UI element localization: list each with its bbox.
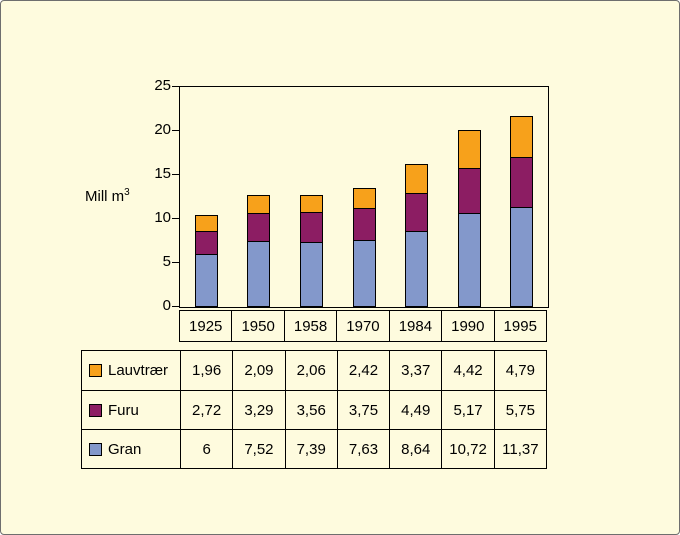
value-cell-furu-1990: 5,17 [441,390,494,429]
x-tick-1984: 1984 [388,311,441,341]
value-cell-furu-1995: 5,75 [493,390,546,429]
bar-segment-furu-1984 [405,192,429,232]
legend-label-lauvtraer: Lauvtrær [108,362,169,379]
y-tick-mark-20 [172,130,179,131]
value-cell-gran-1970: 7,63 [336,429,390,468]
y-tick-label-10: 10 [154,209,171,226]
y-axis-label: Mill m3 [85,187,130,205]
value-cell-gran-1995: 11,37 [493,429,546,468]
x-axis-year-row: 1925 1950 1958 1970 1984 1990 1995 [179,310,547,342]
bar-segment-lauvtraer-1995 [510,116,534,159]
value-cell-lauvtraer-1995: 4,79 [493,351,546,390]
bar-1990 [457,130,481,307]
bar-segment-gran-1925 [194,254,218,307]
value-cell-gran-1984: 8,64 [389,429,442,468]
value-cell-lauvtraer-1984: 3,37 [389,351,441,390]
value-cell-furu-1984: 4,49 [389,390,442,429]
legend-swatch-gran [89,442,102,456]
value-cell-lauvtraer-1925: 1,96 [180,351,232,390]
bar-segment-lauvtraer-1950 [247,195,271,214]
value-cell-furu-1958: 3,56 [284,390,337,429]
legend-swatch-lauvtraer [89,364,102,377]
legend-cell-furu: Furu [82,390,180,429]
bar-segment-furu-1925 [194,231,218,256]
y-tick-mark-25 [172,86,179,87]
value-cell-lauvtraer-1970: 2,42 [336,351,389,390]
x-tick-1995: 1995 [493,311,546,341]
bar-1950 [247,195,271,307]
bar-segment-lauvtraer-1958 [299,194,323,213]
x-tick-1958: 1958 [283,311,336,341]
bar-segment-lauvtraer-1970 [352,187,376,209]
value-cell-gran-1950: 7,52 [232,429,285,468]
y-tick-mark-5 [172,262,179,263]
legend-cell-lauvtraer: Lauvtrær [82,351,180,390]
y-tick-label-0: 0 [162,297,171,314]
bar-1984 [405,163,429,307]
bar-segment-gran-1995 [510,206,534,307]
bar-segment-gran-1950 [247,240,271,307]
value-cell-gran-1958: 7,39 [284,429,337,468]
value-cell-lauvtraer-1950: 2,09 [232,351,284,390]
y-tick-mark-10 [172,218,179,219]
bar-1995 [510,116,534,307]
bar-segment-lauvtraer-1990 [457,130,481,170]
y-tick-label-15: 15 [154,165,171,182]
bar-segment-furu-1958 [299,211,323,243]
y-tick-mark-15 [172,174,179,175]
legend-cell-gran: Gran [82,429,180,468]
legend-swatch-furu [89,403,102,417]
legend-label-furu: Furu [108,401,139,419]
bar-segment-gran-1970 [352,239,376,307]
y-axis-label-superscript: 3 [124,187,130,198]
value-cell-gran-1925: 6 [180,429,233,468]
value-cell-lauvtraer-1958: 2,06 [284,351,337,390]
bar-segment-lauvtraer-1925 [194,215,218,233]
value-cell-furu-1970: 3,75 [336,390,390,429]
bar-1970 [352,187,376,307]
bar-segment-furu-1995 [510,157,534,208]
bar-segment-furu-1950 [247,212,271,242]
bar-segment-gran-1990 [457,212,481,307]
x-tick-1925: 1925 [189,317,223,335]
data-table: Lauvtrær 1,96 2,09 2,06 2,42 3,37 4,42 4,79 Furu… [81,350,547,469]
value-cell-furu-1950: 3,29 [232,390,285,429]
y-tick-label-25: 25 [154,77,171,94]
bar-1958 [299,194,323,307]
bar-segment-furu-1990 [457,168,481,214]
value-cell-furu-1925: 2,72 [180,390,233,429]
value-cell-lauvtraer-1990: 4,42 [441,351,493,390]
y-tick-label-5: 5 [162,253,171,270]
plot-area [179,86,549,308]
x-tick-1990: 1990 [441,311,493,341]
y-axis-label-text: Mill m [85,188,125,205]
x-tick-1950: 1950 [231,311,283,341]
bar-segment-lauvtraer-1984 [405,163,429,194]
value-cell-gran-1990: 10,72 [441,429,494,468]
legend-label-gran: Gran [108,440,142,458]
bar-segment-gran-1984 [405,231,429,307]
bar-1925 [194,215,218,307]
y-tick-label-20: 20 [154,121,171,138]
x-tick-1970: 1970 [336,311,388,341]
y-tick-mark-0 [172,306,179,307]
bar-segment-gran-1958 [299,242,323,307]
bar-segment-furu-1970 [352,207,376,241]
